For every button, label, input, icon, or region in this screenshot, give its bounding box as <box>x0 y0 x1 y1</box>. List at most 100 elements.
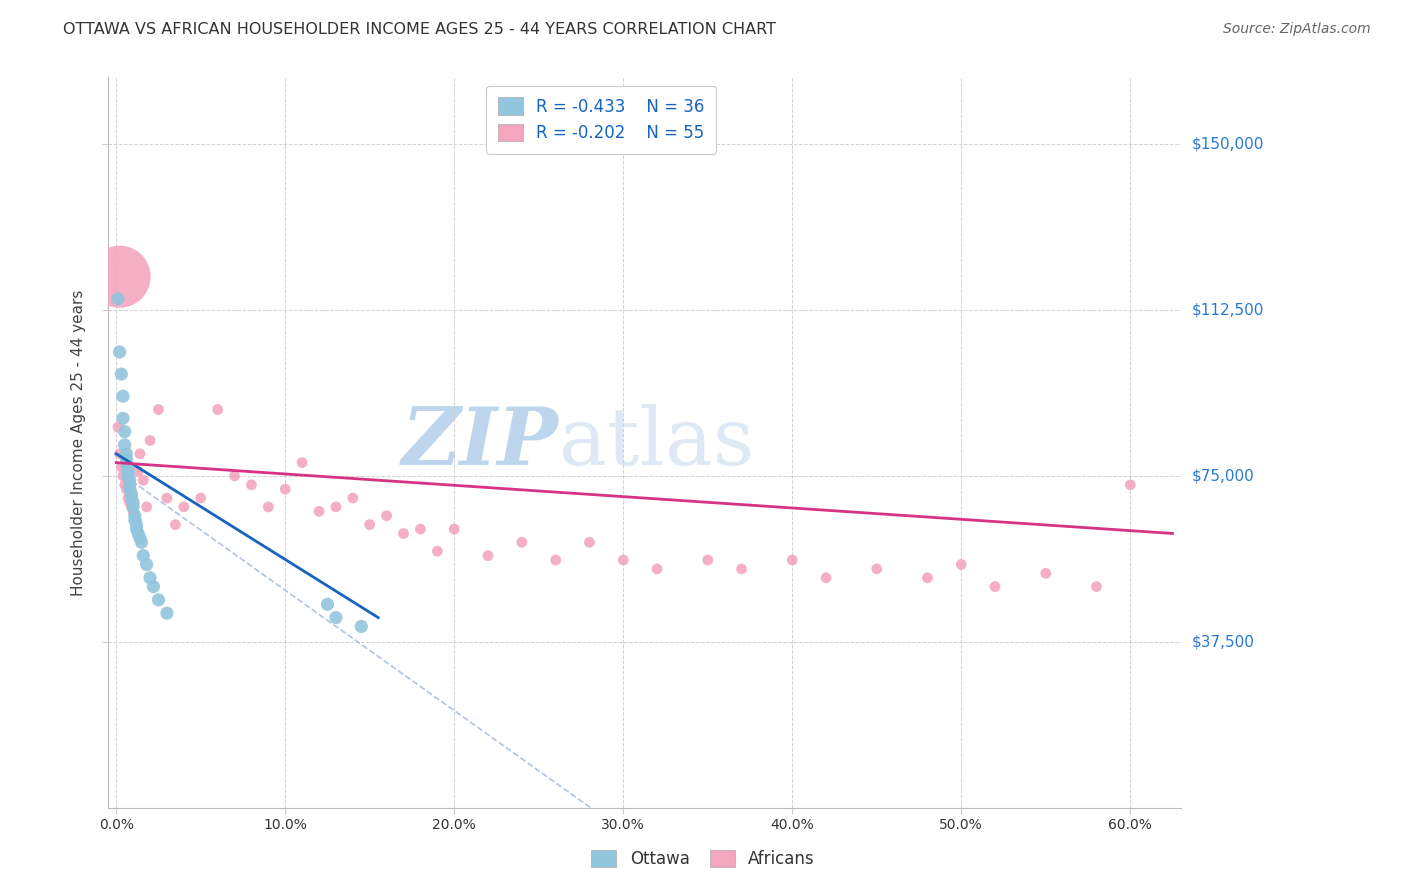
Point <box>148 593 170 607</box>
Point <box>132 474 155 488</box>
Point <box>139 571 162 585</box>
Point <box>645 562 668 576</box>
Point <box>107 292 129 306</box>
Point <box>950 558 973 572</box>
Point <box>124 508 146 523</box>
Point <box>409 522 432 536</box>
Point <box>108 345 131 359</box>
Point <box>1085 580 1108 594</box>
Point <box>127 526 149 541</box>
Point <box>325 500 347 514</box>
Point <box>578 535 600 549</box>
Point <box>350 619 373 633</box>
Point <box>274 482 297 496</box>
Point <box>118 474 141 488</box>
Point <box>730 562 752 576</box>
Point <box>240 477 263 491</box>
Point <box>115 482 138 496</box>
Point <box>115 451 138 466</box>
Point <box>156 606 179 620</box>
Point <box>122 504 145 518</box>
Point <box>128 447 150 461</box>
Point <box>120 500 142 514</box>
Point <box>165 517 187 532</box>
Point <box>696 553 718 567</box>
Text: atlas: atlas <box>558 404 754 482</box>
Point <box>866 562 889 576</box>
Legend: R = -0.433    N = 36, R = -0.202    N = 55: R = -0.433 N = 36, R = -0.202 N = 55 <box>486 86 717 153</box>
Text: $112,500: $112,500 <box>1192 302 1264 318</box>
Point <box>257 500 280 514</box>
Point <box>117 465 139 479</box>
Point <box>291 456 314 470</box>
Point <box>114 477 136 491</box>
Point <box>426 544 449 558</box>
Point <box>125 513 148 527</box>
Point <box>122 500 145 514</box>
Point <box>114 425 136 439</box>
Point <box>108 269 131 284</box>
Point <box>984 580 1007 594</box>
Text: OTTAWA VS AFRICAN HOUSEHOLDER INCOME AGES 25 - 44 YEARS CORRELATION CHART: OTTAWA VS AFRICAN HOUSEHOLDER INCOME AGE… <box>63 22 776 37</box>
Point <box>510 535 533 549</box>
Point <box>124 513 146 527</box>
Point <box>207 402 229 417</box>
Point <box>118 495 141 509</box>
Point <box>359 517 381 532</box>
Point <box>308 504 330 518</box>
Point <box>111 411 134 425</box>
Point <box>110 460 132 475</box>
Point <box>132 549 155 563</box>
Point <box>108 447 131 461</box>
Point <box>544 553 567 567</box>
Point <box>114 438 136 452</box>
Point <box>131 535 153 549</box>
Text: ZIP: ZIP <box>402 404 558 482</box>
Point <box>127 465 149 479</box>
Point <box>107 420 129 434</box>
Point <box>120 486 142 500</box>
Point <box>117 460 139 475</box>
Point <box>917 571 939 585</box>
Point <box>117 469 139 483</box>
Point <box>316 597 339 611</box>
Point <box>135 500 157 514</box>
Point <box>1035 566 1057 581</box>
Point <box>118 482 141 496</box>
Point <box>190 491 212 505</box>
Text: $37,500: $37,500 <box>1192 634 1256 649</box>
Legend: Ottawa, Africans: Ottawa, Africans <box>585 843 821 875</box>
Point <box>122 495 145 509</box>
Point <box>325 610 347 624</box>
Point <box>375 508 398 523</box>
Point <box>173 500 195 514</box>
Point <box>110 367 132 381</box>
Point <box>135 558 157 572</box>
Point <box>780 553 803 567</box>
Point <box>115 447 138 461</box>
Point <box>156 491 179 505</box>
Point <box>111 389 134 403</box>
Point <box>224 469 246 483</box>
Point <box>815 571 838 585</box>
Point <box>111 469 134 483</box>
Point <box>139 434 162 448</box>
Point <box>118 477 141 491</box>
Point <box>1119 477 1142 491</box>
Text: Source: ZipAtlas.com: Source: ZipAtlas.com <box>1223 22 1371 37</box>
Point <box>342 491 364 505</box>
Text: $75,000: $75,000 <box>1192 468 1254 483</box>
Point <box>117 491 139 505</box>
Point <box>125 517 148 532</box>
Point <box>128 531 150 545</box>
Point <box>115 456 138 470</box>
Point <box>148 402 170 417</box>
Point <box>124 508 146 523</box>
Point <box>142 580 165 594</box>
Y-axis label: Householder Income Ages 25 - 44 years: Householder Income Ages 25 - 44 years <box>72 290 86 596</box>
Point <box>477 549 499 563</box>
Point <box>443 522 465 536</box>
Point <box>120 491 142 505</box>
Point <box>125 522 148 536</box>
Text: $150,000: $150,000 <box>1192 136 1264 152</box>
